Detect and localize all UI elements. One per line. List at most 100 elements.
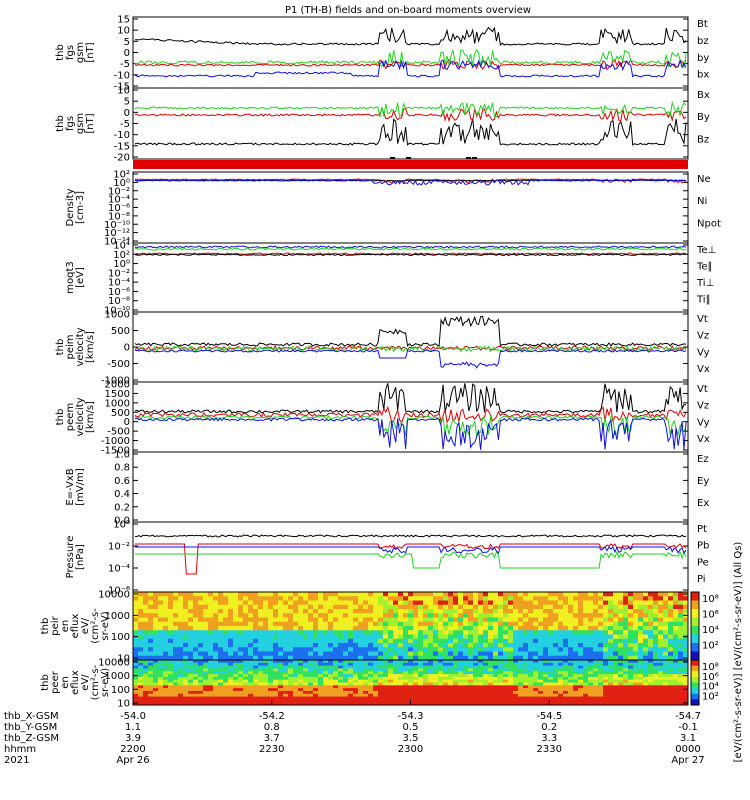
spectrogram-cell — [528, 662, 534, 667]
spectrogram-cell — [173, 676, 179, 681]
spectrogram-cell — [413, 693, 419, 697]
spectrogram-cell — [538, 630, 544, 635]
spectrogram-cell — [368, 638, 374, 644]
spectrogram-cell — [548, 634, 554, 640]
spectrogram-cell — [243, 685, 249, 689]
spectrogram-cell — [473, 592, 479, 597]
spectrogram-cell — [363, 696, 369, 700]
spectrogram-cell — [148, 651, 154, 657]
spectrogram-cell — [323, 651, 329, 657]
spectrogram-cell — [593, 690, 599, 695]
spectrogram-cell — [388, 600, 394, 606]
spectrogram-cell — [198, 693, 204, 697]
spectrogram-cell — [313, 604, 319, 610]
spectrogram-cell — [178, 682, 184, 686]
spectrogram-cell — [683, 617, 689, 623]
spectrogram-cell — [373, 621, 379, 627]
spectrogram-cell — [503, 696, 509, 700]
spectrogram-cell — [148, 702, 154, 706]
spectrogram-cell — [353, 676, 359, 681]
spectrogram-cell — [493, 600, 499, 606]
spectrogram-cell — [223, 693, 229, 697]
spectrogram-cell — [548, 674, 554, 678]
spectrogram-cell — [283, 634, 289, 640]
spectrogram-cell — [133, 600, 139, 606]
spectrogram-cell — [628, 626, 634, 631]
spectrogram-cell — [158, 702, 164, 706]
spectrogram-cell — [398, 651, 404, 657]
spectrogram-cell — [138, 596, 144, 601]
spectrogram-cell — [473, 668, 479, 672]
spectrogram-cell — [538, 685, 544, 689]
spectrogram-cell — [658, 647, 664, 652]
spectrogram-cell — [588, 693, 594, 697]
spectrogram-cell — [393, 660, 399, 664]
spectrogram-cell — [603, 693, 609, 697]
spectrogram-cell — [678, 604, 684, 610]
y-tick-label: 10⁻⁶ — [108, 586, 130, 597]
spectrogram-cell — [188, 693, 194, 697]
spectrogram-cell — [258, 679, 264, 683]
spectrogram-cell — [228, 643, 234, 648]
spectrogram-cell — [258, 696, 264, 700]
spectrogram-cell — [533, 660, 539, 664]
spectrogram-cell — [473, 699, 479, 703]
spectrogram-cell — [478, 702, 484, 706]
spectrogram-cell — [323, 696, 329, 700]
spectrogram-cell — [273, 613, 279, 618]
spectrogram-cell — [563, 592, 569, 597]
spectrogram-cell — [663, 685, 669, 689]
spectrogram-cell — [508, 688, 514, 692]
spectrogram-cell — [558, 693, 564, 697]
spectrogram-cell — [358, 651, 364, 657]
spectrogram-cell — [468, 651, 474, 657]
spectrogram-cell — [678, 676, 684, 681]
spectrogram-cell — [208, 609, 214, 614]
colorbar-swatch — [691, 609, 699, 618]
spectrogram-cell — [323, 613, 329, 618]
colorbar-tick-label: 10⁶ — [702, 672, 719, 683]
spectrogram-cell — [478, 676, 484, 681]
spectrogram-cell — [208, 613, 214, 618]
spectrogram-cell — [648, 638, 654, 644]
spectrogram-cell — [578, 647, 584, 652]
spectrogram-cell — [238, 660, 244, 664]
spectrogram-cell — [463, 609, 469, 614]
spectrogram-cell — [288, 609, 294, 614]
spectrogram-cell — [568, 665, 574, 669]
spectrogram-cell — [418, 596, 424, 601]
spectrogram-cell — [193, 617, 199, 623]
spectrogram-cell — [238, 685, 244, 689]
spectrogram-cell — [573, 609, 579, 614]
spectrogram-cell — [443, 665, 449, 669]
spectrogram-cell — [663, 621, 669, 627]
spectrogram-cell — [393, 690, 399, 695]
spectrogram-cell — [248, 621, 254, 627]
spectrogram-cell — [273, 693, 279, 697]
spectrogram-cell — [638, 685, 644, 689]
spectrogram-cell — [598, 660, 604, 664]
legend-entry: Vz — [697, 401, 709, 412]
spectrogram-cell — [513, 630, 519, 635]
spectrogram-cell — [363, 690, 369, 695]
spectrogram-cell — [363, 674, 369, 678]
spectrogram-cell — [273, 647, 279, 652]
spectrogram-cell — [498, 674, 504, 678]
spectrogram-cell — [458, 621, 464, 627]
spectrogram-cell — [168, 596, 174, 601]
spectrogram-cell — [583, 626, 589, 631]
spectrogram-cell — [553, 638, 559, 644]
y-tick-label: -15 — [114, 141, 130, 152]
spectrogram-cell — [368, 613, 374, 618]
spectrogram-cell — [628, 665, 634, 669]
spectrogram-cell — [563, 671, 569, 675]
spectrogram-cell — [538, 651, 544, 657]
spectrogram-cell — [403, 702, 409, 706]
spectrogram-cell — [563, 617, 569, 623]
spectrogram-cell — [578, 655, 584, 661]
spectrogram-cell — [173, 685, 179, 689]
spectrogram-cell — [668, 674, 674, 678]
spectrogram-cell — [233, 693, 239, 697]
spectrogram-cell — [563, 621, 569, 627]
